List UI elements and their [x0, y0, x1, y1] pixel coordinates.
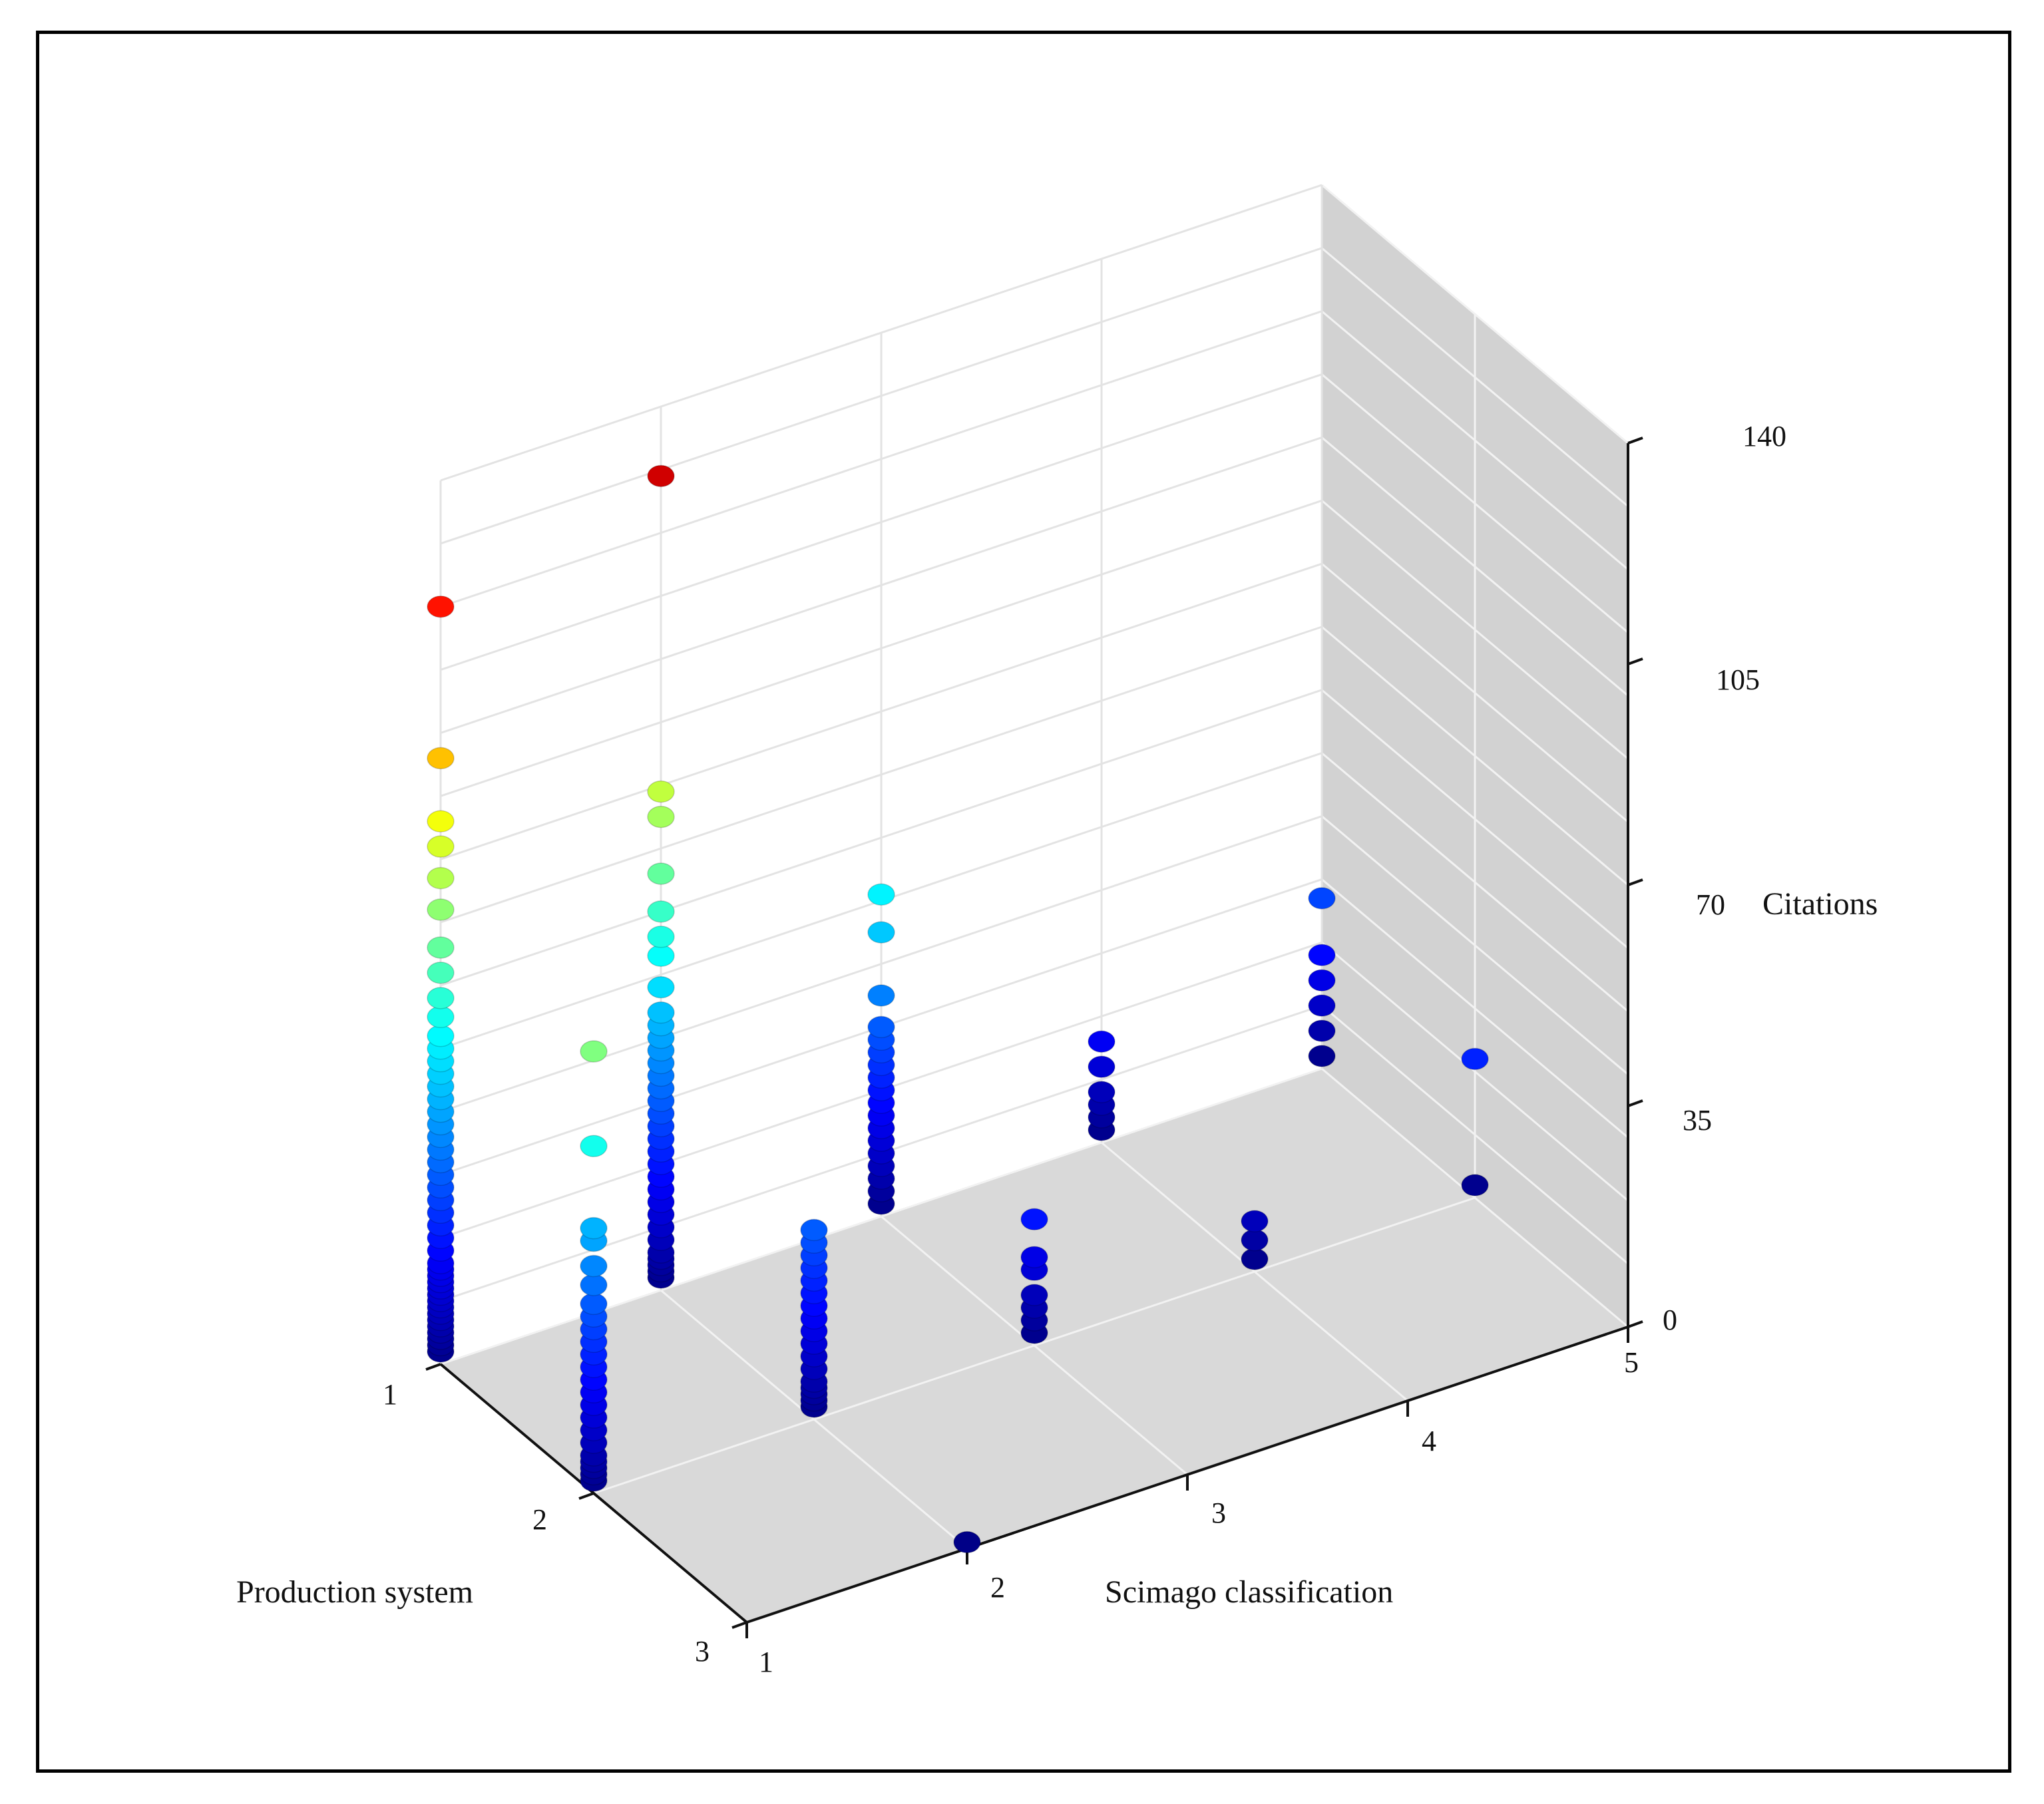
data-point — [1088, 1081, 1116, 1103]
data-point — [647, 862, 675, 885]
z-tick-label: 35 — [1683, 1104, 1712, 1137]
citations-axis-title: Citations — [1762, 886, 1878, 922]
data-point — [580, 1135, 608, 1158]
data-point — [647, 780, 675, 803]
citations-tick-mark — [1627, 878, 1643, 886]
x-tick-label: 1 — [759, 1646, 773, 1678]
data-point — [427, 747, 455, 770]
data-point — [647, 926, 675, 948]
data-point — [1308, 994, 1336, 1017]
data-point — [1308, 969, 1336, 992]
data-point — [580, 1254, 608, 1278]
data-point — [1461, 1047, 1489, 1071]
production-tick-labels: 1 2 3 — [383, 1378, 710, 1668]
z-tick-label: 105 — [1716, 663, 1760, 696]
citations-tick-mark — [1627, 1320, 1643, 1328]
data-point — [580, 1040, 608, 1063]
data-point — [427, 962, 455, 984]
data-point — [580, 1274, 608, 1296]
x-tick-label: 5 — [1624, 1346, 1639, 1379]
data-point — [427, 1024, 455, 1047]
data-point — [647, 976, 675, 999]
data-point — [647, 944, 675, 968]
data-point — [867, 1015, 895, 1039]
z-tick-label: 140 — [1742, 420, 1786, 452]
data-point — [1461, 1174, 1489, 1196]
data-point — [427, 1005, 455, 1029]
y-tick-label: 2 — [532, 1503, 547, 1536]
data-point — [867, 921, 895, 944]
data-point — [1088, 1055, 1116, 1078]
data-point — [1088, 1030, 1116, 1053]
citations-tick-mark — [1627, 1099, 1643, 1107]
data-point — [647, 900, 675, 923]
production-tick-mark — [425, 1363, 441, 1371]
data-point — [953, 1531, 981, 1554]
scimago-axis-title: Scimago classification — [1105, 1574, 1393, 1610]
floor-grid-line — [593, 1196, 1476, 1495]
data-point — [1308, 944, 1336, 967]
data-point — [1020, 1246, 1048, 1268]
y-tick-label: 1 — [383, 1378, 397, 1411]
data-point — [580, 1292, 608, 1316]
data-point — [1241, 1228, 1269, 1252]
data-point — [867, 984, 895, 1007]
production-tick-mark — [731, 1621, 747, 1629]
x-tick-label: 3 — [1211, 1497, 1226, 1529]
citations-tick-mark — [1627, 437, 1643, 445]
y-tick-label: 3 — [695, 1635, 710, 1668]
z-tick-label: 0 — [1663, 1304, 1677, 1336]
data-point — [647, 464, 675, 488]
data-point — [1241, 1210, 1269, 1232]
data-point — [427, 835, 455, 858]
data-point — [1308, 887, 1336, 910]
data-point — [1308, 1019, 1336, 1042]
x-tick-label: 2 — [990, 1571, 1005, 1604]
data-point — [427, 595, 455, 618]
citations-tick-labels: 0 35 70 105 140 — [1663, 420, 1786, 1336]
data-point — [427, 898, 455, 921]
data-point — [867, 883, 895, 906]
data-points — [427, 464, 1489, 1554]
data-point — [800, 1218, 828, 1242]
data-point — [427, 987, 455, 1009]
data-point — [1020, 1208, 1048, 1231]
x-tick-label: 4 — [1422, 1425, 1436, 1457]
data-point — [647, 805, 675, 828]
production-tick-mark — [578, 1492, 594, 1500]
production-axis-title: Production system — [236, 1574, 473, 1610]
data-point — [580, 1216, 608, 1240]
citations-tick-mark — [1627, 657, 1643, 665]
data-point — [1241, 1248, 1269, 1270]
data-point — [427, 866, 455, 890]
scimago-tick-labels: 1 2 3 4 5 — [759, 1346, 1639, 1678]
data-point — [427, 936, 455, 959]
data-point — [1308, 1045, 1336, 1067]
axis-lines — [425, 437, 1643, 1638]
data-point — [647, 1001, 675, 1024]
z-tick-label: 70 — [1696, 888, 1725, 921]
data-point — [427, 810, 455, 832]
data-point — [1020, 1284, 1048, 1306]
